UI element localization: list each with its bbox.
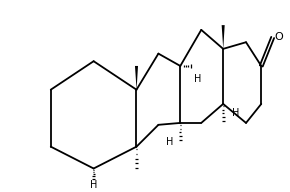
Text: O: O [274, 32, 283, 42]
Text: H: H [232, 108, 239, 118]
Polygon shape [222, 25, 225, 49]
Polygon shape [135, 66, 138, 90]
Text: H: H [90, 180, 97, 190]
Text: H: H [166, 137, 173, 147]
Text: H: H [194, 74, 201, 84]
